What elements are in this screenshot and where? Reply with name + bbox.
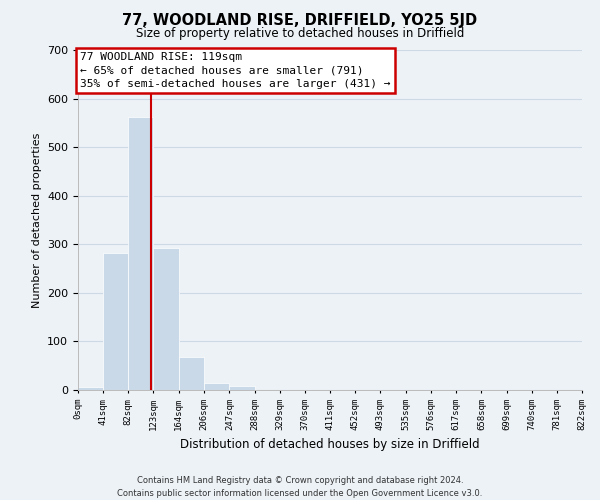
Text: Size of property relative to detached houses in Driffield: Size of property relative to detached ho… bbox=[136, 28, 464, 40]
Bar bbox=[128, 117, 154, 390]
Bar bbox=[179, 357, 205, 390]
Bar bbox=[78, 386, 103, 390]
Text: 77 WOODLAND RISE: 119sqm
← 65% of detached houses are smaller (791)
35% of semi-: 77 WOODLAND RISE: 119sqm ← 65% of detach… bbox=[80, 52, 391, 89]
Bar bbox=[103, 253, 128, 390]
Text: 77, WOODLAND RISE, DRIFFIELD, YO25 5JD: 77, WOODLAND RISE, DRIFFIELD, YO25 5JD bbox=[122, 12, 478, 28]
Bar bbox=[229, 386, 254, 390]
Bar bbox=[205, 383, 229, 390]
Bar bbox=[154, 248, 179, 390]
Y-axis label: Number of detached properties: Number of detached properties bbox=[32, 132, 41, 308]
Text: Contains HM Land Registry data © Crown copyright and database right 2024.
Contai: Contains HM Land Registry data © Crown c… bbox=[118, 476, 482, 498]
X-axis label: Distribution of detached houses by size in Driffield: Distribution of detached houses by size … bbox=[180, 438, 480, 451]
